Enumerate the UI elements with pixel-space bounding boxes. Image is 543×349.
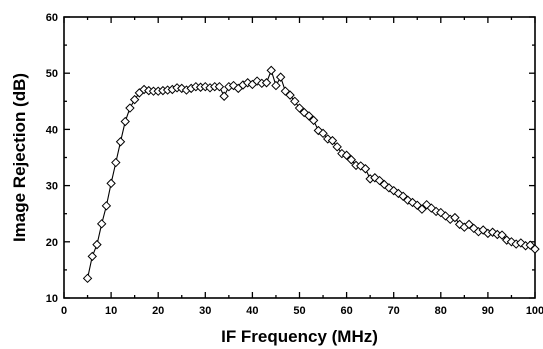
plot-frame	[63, 16, 536, 299]
data-point-diamond	[360, 164, 371, 174]
x-tick-label: 60	[340, 305, 352, 317]
data-point-diamond	[87, 251, 97, 262]
data-point-diamond	[530, 244, 540, 254]
data-point-diamond	[106, 178, 116, 189]
data-point-diamond	[92, 239, 102, 250]
x-tick-label: 30	[199, 305, 211, 317]
data-point-diamond	[266, 65, 276, 76]
data-point-diamond	[101, 201, 112, 211]
y-tick-label: 50	[46, 68, 58, 80]
data-point-diamond	[129, 94, 140, 105]
data-point-diamond	[125, 103, 135, 113]
x-tick-label: 20	[152, 305, 164, 317]
data-point-diamond	[294, 103, 305, 113]
x-tick-label: 100	[526, 305, 543, 317]
y-tick-label: 30	[46, 181, 58, 193]
x-tick-label: 40	[246, 305, 258, 317]
y-axis-title: Image Rejection (dB)	[10, 73, 29, 242]
x-tick-label: 90	[482, 305, 494, 317]
x-tick-label: 0	[61, 305, 67, 317]
data-point-diamond	[275, 72, 286, 82]
data-point-diamond	[214, 81, 225, 92]
data-point-diamond	[308, 115, 319, 126]
x-tick-label: 10	[105, 305, 117, 317]
data-point-diamond	[219, 91, 229, 101]
axis-ticks	[63, 16, 536, 299]
y-tick-label: 20	[46, 237, 58, 249]
y-tick-label: 60	[46, 12, 58, 24]
data-point-diamond	[111, 157, 121, 168]
data-point-diamond	[318, 128, 328, 139]
data-point-diamond	[96, 219, 107, 229]
data-point-diamond	[261, 78, 272, 88]
y-tick-label: 40	[46, 124, 58, 136]
data-point-diamond	[304, 111, 314, 121]
data-point-diamond	[497, 230, 507, 240]
data-point-diamond	[332, 142, 342, 152]
data-point-diamond	[290, 96, 300, 107]
data-point-diamond	[82, 273, 93, 284]
x-tick-label: 50	[293, 305, 305, 317]
y-tick-label: 10	[46, 293, 58, 305]
data-point-diamond	[285, 90, 295, 100]
data-point-diamond	[450, 212, 460, 223]
data-point-diamond	[346, 155, 357, 165]
x-tick-label: 70	[388, 305, 400, 317]
series-line	[87, 68, 536, 279]
data-point-diamond	[120, 116, 130, 127]
data-point-diamond	[115, 137, 126, 147]
data-point-diamond	[341, 150, 352, 160]
data-point-diamond	[417, 204, 427, 214]
data-point-diamond	[271, 80, 281, 91]
data-point-diamond	[327, 135, 338, 146]
x-axis-title: IF Frequency (MHz)	[221, 327, 378, 346]
series-markers	[82, 65, 540, 284]
x-tick-label: 80	[435, 305, 447, 317]
